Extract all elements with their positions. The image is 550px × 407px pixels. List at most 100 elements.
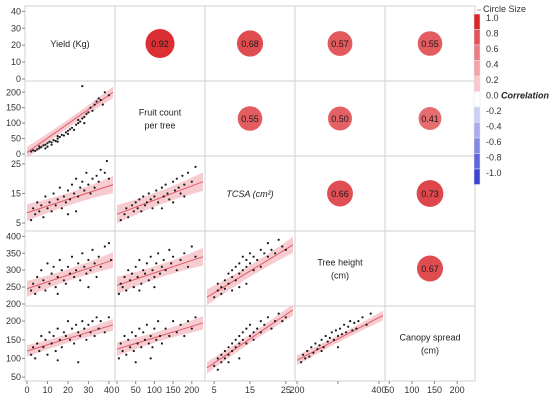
data-point: [318, 344, 321, 347]
data-point: [157, 252, 160, 255]
y-tick-label: 30: [11, 23, 21, 33]
data-point: [347, 325, 350, 328]
data-point: [231, 275, 234, 279]
data-point: [252, 269, 255, 272]
data-point: [42, 216, 45, 219]
data-point: [259, 248, 262, 251]
data-point: [168, 334, 171, 338]
x-tick-label: 20: [63, 385, 73, 395]
data-point: [56, 359, 59, 362]
legend-label: 0.4: [486, 60, 499, 70]
data-point: [190, 180, 193, 183]
data-point: [123, 334, 126, 338]
data-point: [175, 331, 178, 334]
data-point: [81, 320, 84, 323]
data-point: [160, 265, 163, 268]
data-point: [138, 289, 141, 292]
data-point: [70, 327, 74, 330]
data-point: [95, 275, 98, 279]
data-point: [66, 189, 70, 192]
data-point: [99, 265, 102, 268]
data-point: [153, 275, 156, 279]
legend-swatch: [473, 75, 481, 92]
data-point: [186, 171, 190, 174]
data-point: [308, 355, 311, 358]
data-point: [138, 198, 141, 201]
data-point: [75, 177, 78, 180]
data-point: [256, 258, 259, 262]
data-point: [52, 265, 55, 268]
cell-2-4: [384, 155, 476, 232]
data-point: [44, 143, 47, 146]
y-tick-label: 300: [6, 265, 21, 275]
data-point: [105, 159, 108, 163]
data-point: [50, 141, 53, 144]
data-point: [119, 342, 122, 345]
data-point: [52, 139, 55, 142]
data-point: [310, 346, 313, 349]
legend-label: -0.6: [486, 137, 502, 147]
data-point: [336, 334, 340, 338]
data-point: [97, 327, 100, 330]
legend-label: -0.4: [486, 122, 502, 132]
data-point: [31, 149, 35, 152]
data-point: [44, 195, 47, 198]
correlation-value: 0.67: [421, 264, 439, 274]
data-point: [73, 192, 76, 195]
data-point: [87, 111, 90, 114]
data-point: [134, 361, 137, 364]
data-point: [361, 316, 364, 319]
data-point: [107, 177, 110, 180]
data-point: [56, 198, 59, 201]
data-point: [145, 201, 148, 204]
data-point: [349, 320, 352, 323]
data-point: [79, 334, 82, 338]
data-point: [183, 195, 186, 198]
x-tick-label: 200: [289, 385, 304, 395]
data-point: [44, 147, 47, 150]
correlation-circle: [327, 31, 353, 56]
correlation-value: 0.92: [151, 39, 169, 49]
data-point: [140, 282, 143, 285]
data-point: [52, 334, 55, 338]
x-tick-label: 5: [212, 385, 217, 395]
variable-label: Tree height: [317, 258, 363, 268]
data-point: [127, 216, 130, 219]
data-point: [42, 346, 45, 349]
cell-1-1: [114, 80, 206, 157]
data-point: [81, 252, 84, 255]
x-tick-label: 100: [404, 385, 419, 395]
data-point: [149, 357, 152, 360]
scatter-cell: [213, 312, 287, 371]
legend-swatch: [473, 106, 481, 123]
data-point: [83, 189, 86, 192]
data-point: [336, 346, 340, 349]
data-point: [238, 262, 241, 265]
data-point: [160, 342, 163, 345]
data-point: [129, 346, 132, 349]
y-tick-label: 350: [6, 248, 21, 258]
correlation-cell: 0.41: [418, 107, 442, 130]
data-point: [181, 174, 184, 177]
data-point: [68, 272, 72, 275]
data-point: [79, 279, 82, 282]
data-point: [68, 128, 72, 131]
data-point: [149, 255, 152, 258]
data-point: [91, 320, 94, 323]
data-point: [357, 320, 360, 323]
data-point: [281, 245, 284, 248]
data-point: [160, 207, 163, 210]
data-point: [62, 331, 65, 334]
fit-line: [116, 256, 204, 286]
data-point: [95, 174, 98, 177]
data-point: [38, 145, 41, 148]
correlation-circle: [145, 28, 175, 59]
cell-4-4: [384, 305, 476, 382]
data-point: [91, 109, 94, 112]
data-point: [127, 338, 130, 341]
data-point: [259, 320, 262, 323]
data-point: [34, 357, 37, 360]
legend-label: -0.8: [486, 153, 502, 163]
correlation-cell: 0.66: [327, 180, 353, 207]
